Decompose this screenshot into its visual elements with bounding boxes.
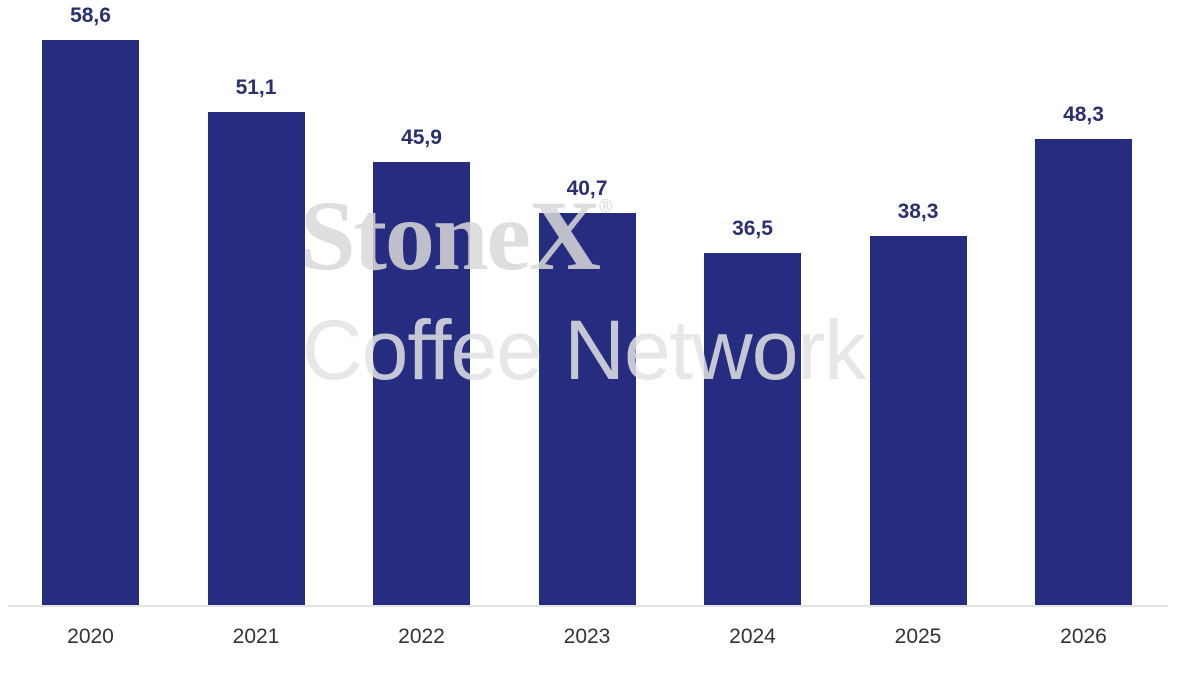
x-axis-baseline bbox=[8, 605, 1168, 607]
x-tick-label-2021: 2021 bbox=[232, 625, 280, 648]
value-label-2022: 45,9 bbox=[401, 126, 442, 150]
x-tick-label-2020: 2020 bbox=[67, 625, 114, 648]
value-label-2025: 38,3 bbox=[897, 199, 939, 223]
value-label-2023: 40,7 bbox=[566, 176, 608, 200]
x-tick-label-2025: 2025 bbox=[894, 625, 942, 648]
bar-2022 bbox=[373, 162, 470, 605]
value-label-2020: 58,6 bbox=[70, 4, 111, 27]
x-tick-label-2023: 2023 bbox=[563, 625, 611, 648]
x-tick-label-2026: 2026 bbox=[1060, 625, 1107, 648]
bar-2021 bbox=[207, 112, 305, 605]
bar-2023 bbox=[538, 212, 636, 605]
value-label-2021: 51,1 bbox=[235, 76, 277, 100]
bar-2025 bbox=[869, 235, 967, 605]
value-label-2026: 48,3 bbox=[1063, 103, 1104, 127]
x-tick-label-2022: 2022 bbox=[398, 625, 445, 648]
bar-2020 bbox=[42, 40, 139, 605]
bar-2024 bbox=[704, 253, 801, 605]
value-label-2024: 36,5 bbox=[732, 217, 773, 241]
x-tick-label-2024: 2024 bbox=[729, 625, 776, 648]
bar-2026 bbox=[1035, 139, 1132, 605]
